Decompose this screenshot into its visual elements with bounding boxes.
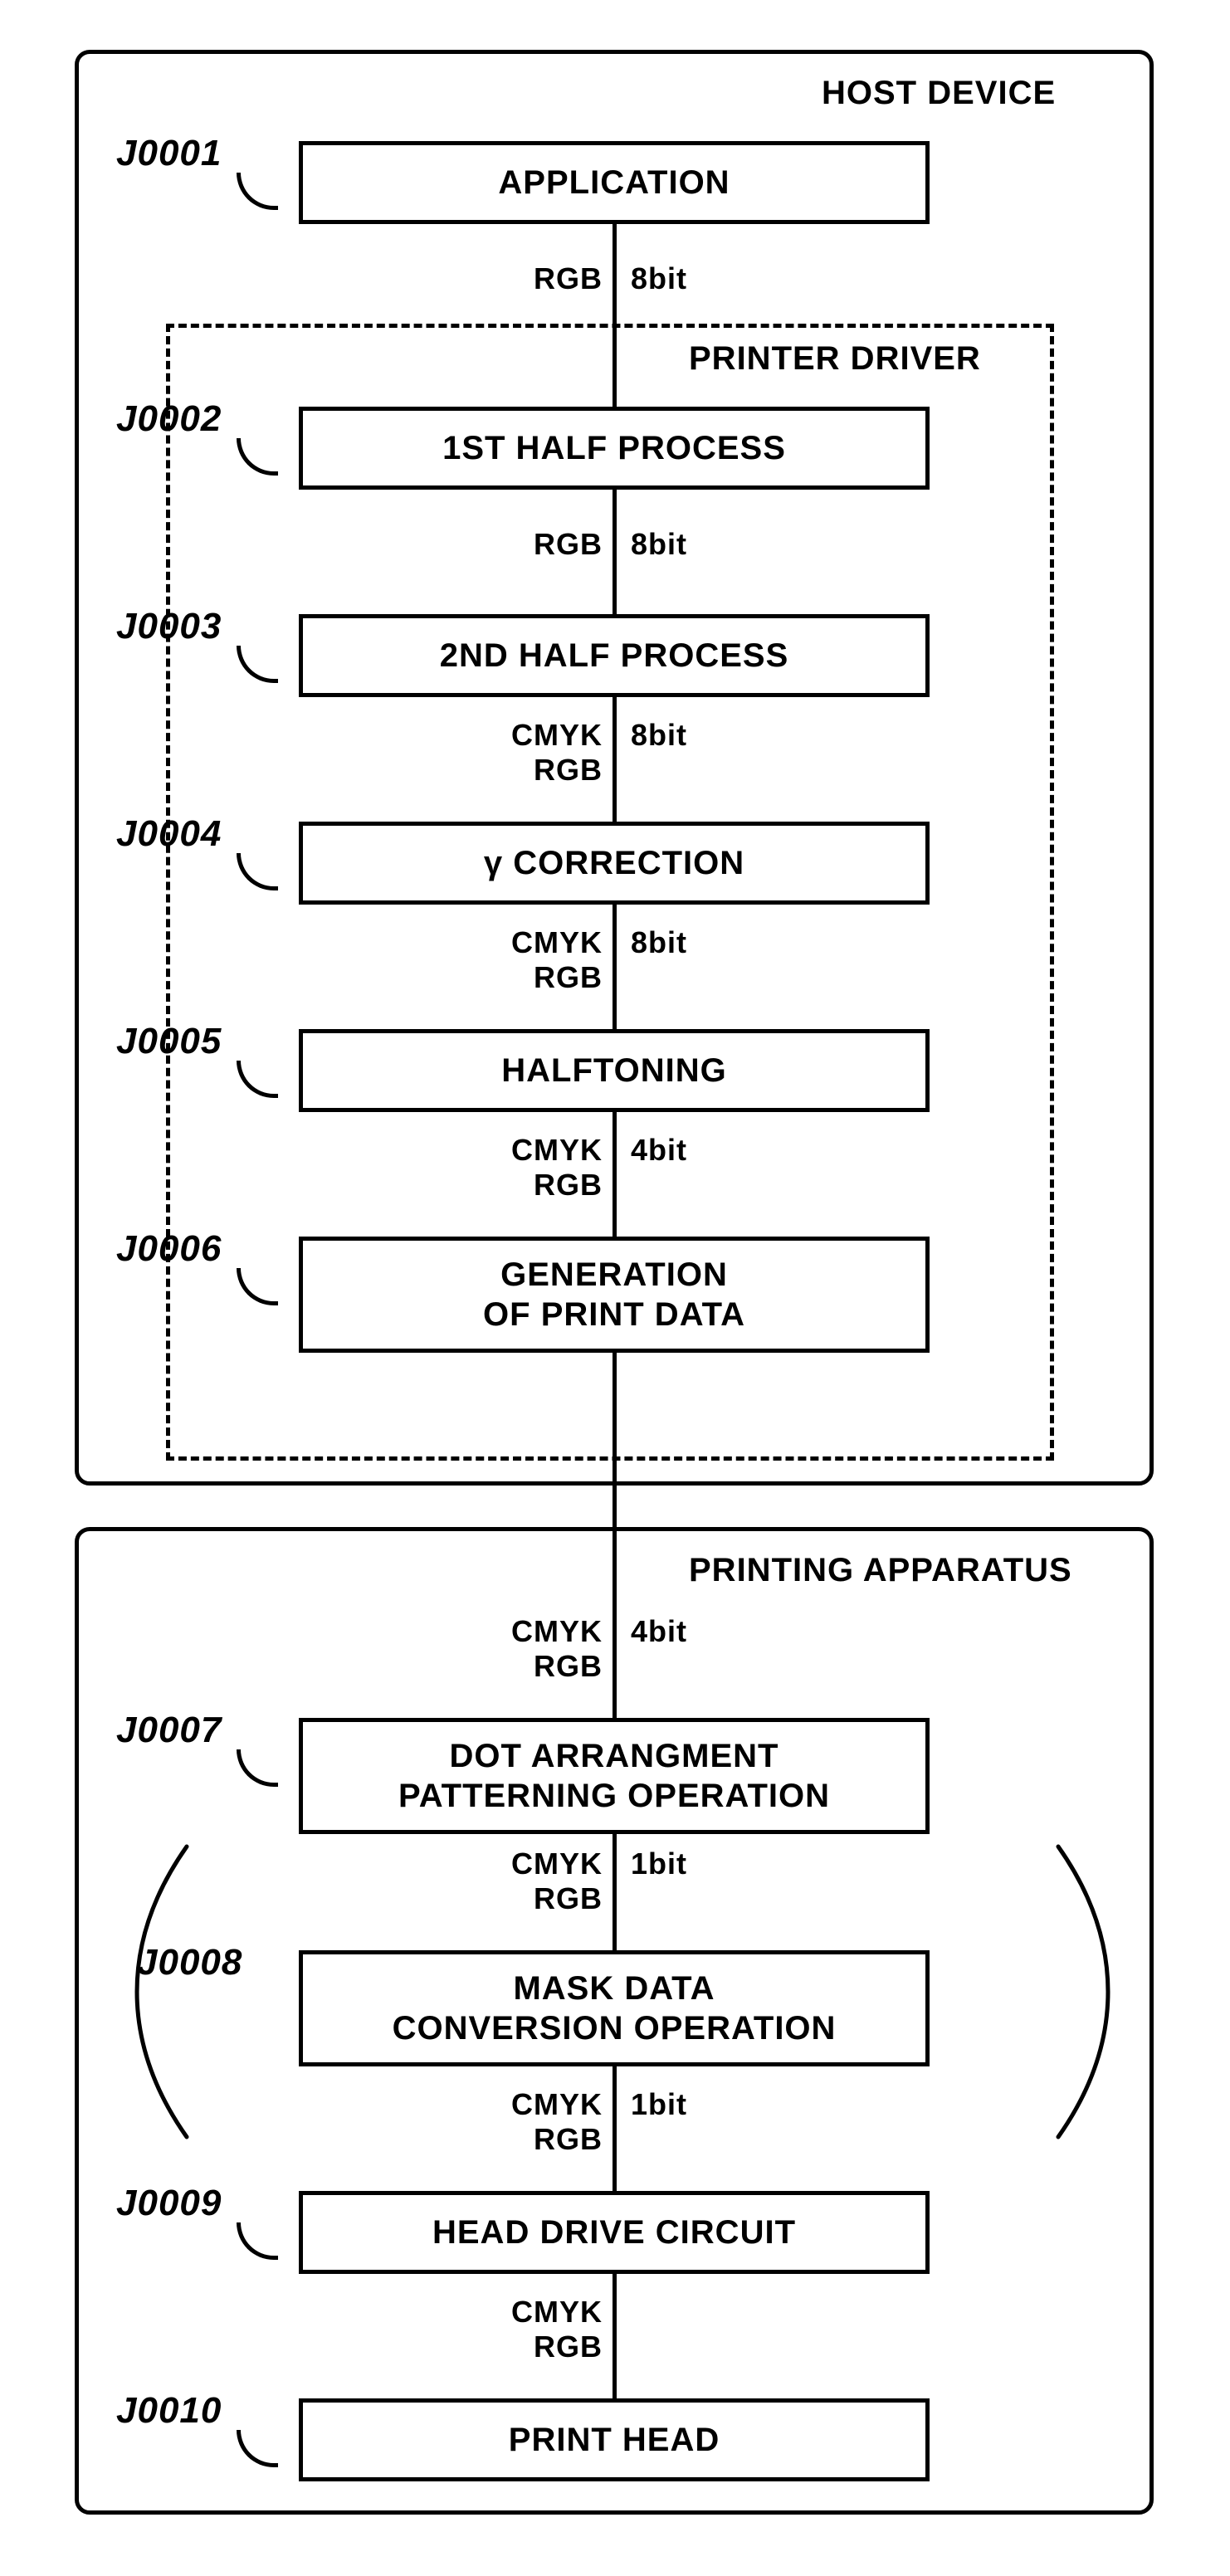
connector <box>613 2271 617 2401</box>
edge-label-right: 1bit <box>631 1847 687 1881</box>
paren-right-icon <box>1054 1842 1120 2141</box>
process-box: γ CORRECTION <box>299 822 930 905</box>
process-id: J0004 <box>116 813 222 855</box>
process-box: MASK DATA CONVERSION OPERATION <box>299 1950 930 2066</box>
edge-label-right: 8bit <box>631 718 687 753</box>
process-id: J0006 <box>116 1228 222 1270</box>
edge-label-right: 4bit <box>631 1614 687 1649</box>
edge-label-left: CMYK RGB <box>511 1614 603 1684</box>
process-box: HALFTONING <box>299 1029 930 1112</box>
process-box: 2ND HALF PROCESS <box>299 614 930 697</box>
process-id: J0009 <box>116 2183 222 2224</box>
edge-label-right: 8bit <box>631 261 687 296</box>
process-id: J0007 <box>116 1710 222 1751</box>
edge-label-left: CMYK RGB <box>511 1133 603 1203</box>
process-box: DOT ARRANGMENT PATTERNING OPERATION <box>299 1718 930 1834</box>
process-box: 1ST HALF PROCESS <box>299 407 930 490</box>
edge-label-right: 1bit <box>631 2087 687 2122</box>
connector <box>613 1110 617 1239</box>
process-box: GENERATION OF PRINT DATA <box>299 1237 930 1353</box>
process-id: J0003 <box>116 606 222 647</box>
process-box: PRINT HEAD <box>299 2398 930 2481</box>
edge-label-right: 4bit <box>631 1133 687 1168</box>
host-section-label: HOST DEVICE <box>822 75 1056 112</box>
edge-label-left: CMYK RGB <box>511 1847 603 1916</box>
print-section-label: PRINTING APPARATUS <box>689 1552 1072 1589</box>
connector <box>613 487 617 617</box>
process-id: J0002 <box>116 398 222 440</box>
process-box: HEAD DRIVE CIRCUIT <box>299 2191 930 2274</box>
edge-label-left: CMYK RGB <box>511 2087 603 2157</box>
edge-label-left: CMYK RGB <box>511 925 603 995</box>
connector <box>613 222 617 409</box>
process-id: J0005 <box>116 1021 222 1062</box>
edge-label-left: CMYK RGB <box>511 2295 603 2364</box>
driver-section-label: PRINTER DRIVER <box>689 340 981 378</box>
edge-label-left: RGB <box>534 527 603 562</box>
connector <box>613 695 617 824</box>
process-box: APPLICATION <box>299 141 930 224</box>
connector <box>613 1832 617 1953</box>
connector <box>613 902 617 1032</box>
edge-label-left: RGB <box>534 261 603 296</box>
process-id: J0001 <box>116 133 222 174</box>
process-id: J0010 <box>116 2390 222 2432</box>
edge-label-right: 8bit <box>631 527 687 562</box>
connector <box>613 1350 617 1720</box>
edge-label-right: 8bit <box>631 925 687 960</box>
connector <box>613 2064 617 2193</box>
paren-left-icon <box>124 1842 191 2141</box>
edge-label-left: CMYK RGB <box>511 718 603 788</box>
